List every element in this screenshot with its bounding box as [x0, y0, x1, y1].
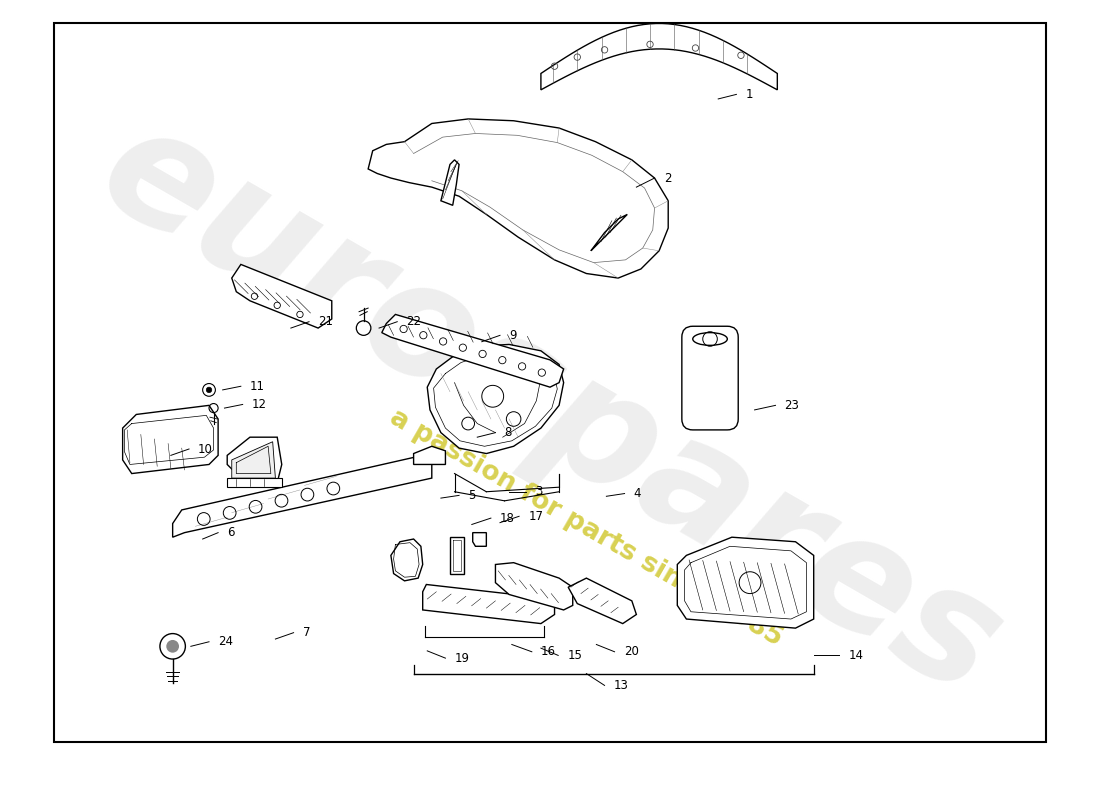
Text: eurospares: eurospares — [74, 90, 1026, 730]
Text: 20: 20 — [624, 646, 638, 658]
Polygon shape — [473, 533, 486, 546]
Polygon shape — [232, 265, 332, 328]
Text: 17: 17 — [528, 510, 543, 522]
Text: 13: 13 — [614, 679, 628, 692]
Text: 16: 16 — [541, 646, 556, 658]
Text: 8: 8 — [505, 426, 512, 439]
Text: 11: 11 — [250, 380, 265, 393]
Text: 23: 23 — [784, 399, 800, 412]
Polygon shape — [678, 538, 814, 628]
Text: 21: 21 — [318, 315, 333, 328]
Polygon shape — [495, 562, 573, 610]
Polygon shape — [122, 406, 218, 474]
Text: a passion for parts since 1985: a passion for parts since 1985 — [385, 405, 788, 652]
Text: 6: 6 — [228, 526, 234, 539]
Circle shape — [166, 640, 179, 653]
Circle shape — [207, 387, 211, 393]
Polygon shape — [390, 539, 422, 581]
Text: 14: 14 — [848, 649, 864, 662]
Polygon shape — [368, 119, 668, 278]
Polygon shape — [569, 578, 637, 623]
Ellipse shape — [693, 333, 727, 346]
Text: 2: 2 — [663, 171, 671, 185]
Polygon shape — [450, 538, 463, 574]
Polygon shape — [541, 23, 778, 90]
Polygon shape — [228, 478, 282, 487]
Text: 19: 19 — [454, 652, 470, 665]
Text: 24: 24 — [218, 635, 233, 648]
Polygon shape — [591, 214, 627, 250]
Polygon shape — [382, 314, 563, 387]
Text: 12: 12 — [252, 398, 267, 411]
Polygon shape — [228, 437, 282, 482]
FancyBboxPatch shape — [682, 326, 738, 430]
Text: 22: 22 — [406, 315, 421, 328]
Text: 7: 7 — [302, 626, 310, 639]
Text: 15: 15 — [568, 649, 582, 662]
Polygon shape — [441, 160, 459, 206]
Polygon shape — [173, 455, 432, 538]
Text: 9: 9 — [509, 329, 517, 342]
Text: 3: 3 — [536, 486, 542, 498]
Text: 1: 1 — [746, 88, 754, 101]
Polygon shape — [422, 585, 554, 623]
Text: 18: 18 — [500, 512, 515, 525]
Text: 4: 4 — [634, 487, 641, 500]
Text: 5: 5 — [469, 489, 475, 502]
Text: 10: 10 — [198, 442, 213, 455]
Polygon shape — [414, 446, 446, 465]
Polygon shape — [232, 442, 275, 478]
Polygon shape — [427, 345, 563, 454]
